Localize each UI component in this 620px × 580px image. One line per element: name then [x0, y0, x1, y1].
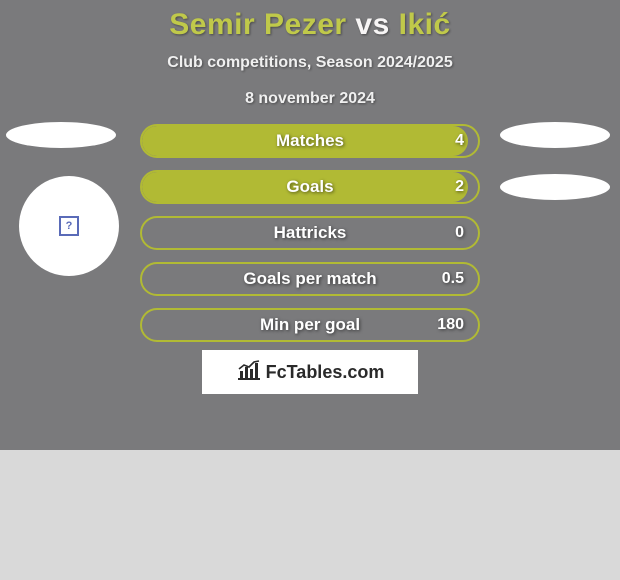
- fctables-text: FcTables.com: [266, 362, 385, 383]
- player2-name: Ikić: [399, 8, 451, 41]
- subtitle: Club competitions, Season 2024/2025: [0, 54, 620, 72]
- vs-text: vs: [355, 8, 389, 41]
- player1-name: Semir Pezer: [169, 8, 346, 41]
- page-title: Semir Pezer vs Ikić: [0, 0, 620, 42]
- stats-panel: Semir Pezer vs Ikić Club competitions, S…: [0, 0, 620, 450]
- player2-photo-placeholder: [500, 122, 610, 148]
- player1-photo-placeholder: [6, 122, 116, 148]
- badge-area: FcTables.com: [0, 110, 620, 394]
- chart-icon: [236, 359, 262, 386]
- player2-photo-placeholder: [500, 174, 610, 200]
- date-text: 8 november 2024: [0, 90, 620, 108]
- fctables-badge[interactable]: FcTables.com: [202, 350, 418, 394]
